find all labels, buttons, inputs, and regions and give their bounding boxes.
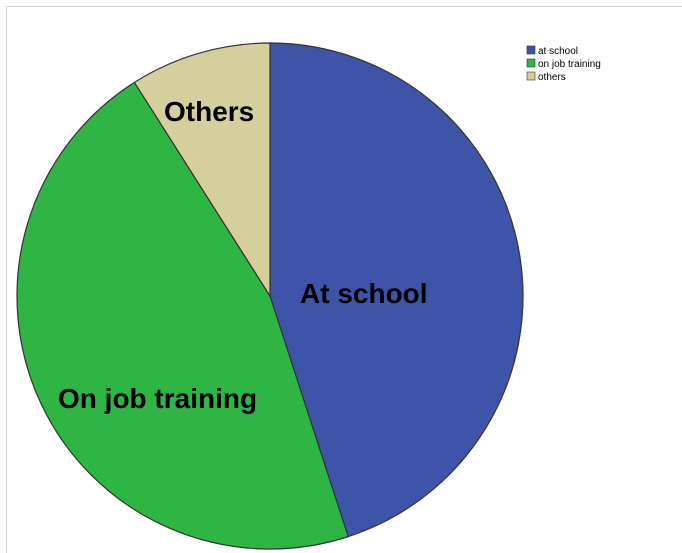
legend-label-others: others <box>538 72 566 83</box>
legend: at school on job training others <box>526 45 601 83</box>
legend-label-on-job-training: on job training <box>538 59 601 70</box>
frame-border-left <box>6 6 7 553</box>
pie-slice-at-school <box>269 42 524 538</box>
legend-swatch-others <box>526 71 536 81</box>
pie-slice-on-job-training <box>16 81 349 550</box>
legend-swatch-on-job-training <box>526 58 536 68</box>
frame-border-top <box>6 6 682 7</box>
slice-label-at-school: At school <box>300 278 428 309</box>
legend-swatch-at-school <box>526 45 536 55</box>
pie-slice-others <box>133 42 271 299</box>
slice-label-on-job-training: On job training <box>58 383 257 414</box>
pie-slices <box>16 42 524 550</box>
slice-label-others: Others <box>164 96 254 127</box>
legend-label-at-school: at school <box>538 46 578 57</box>
